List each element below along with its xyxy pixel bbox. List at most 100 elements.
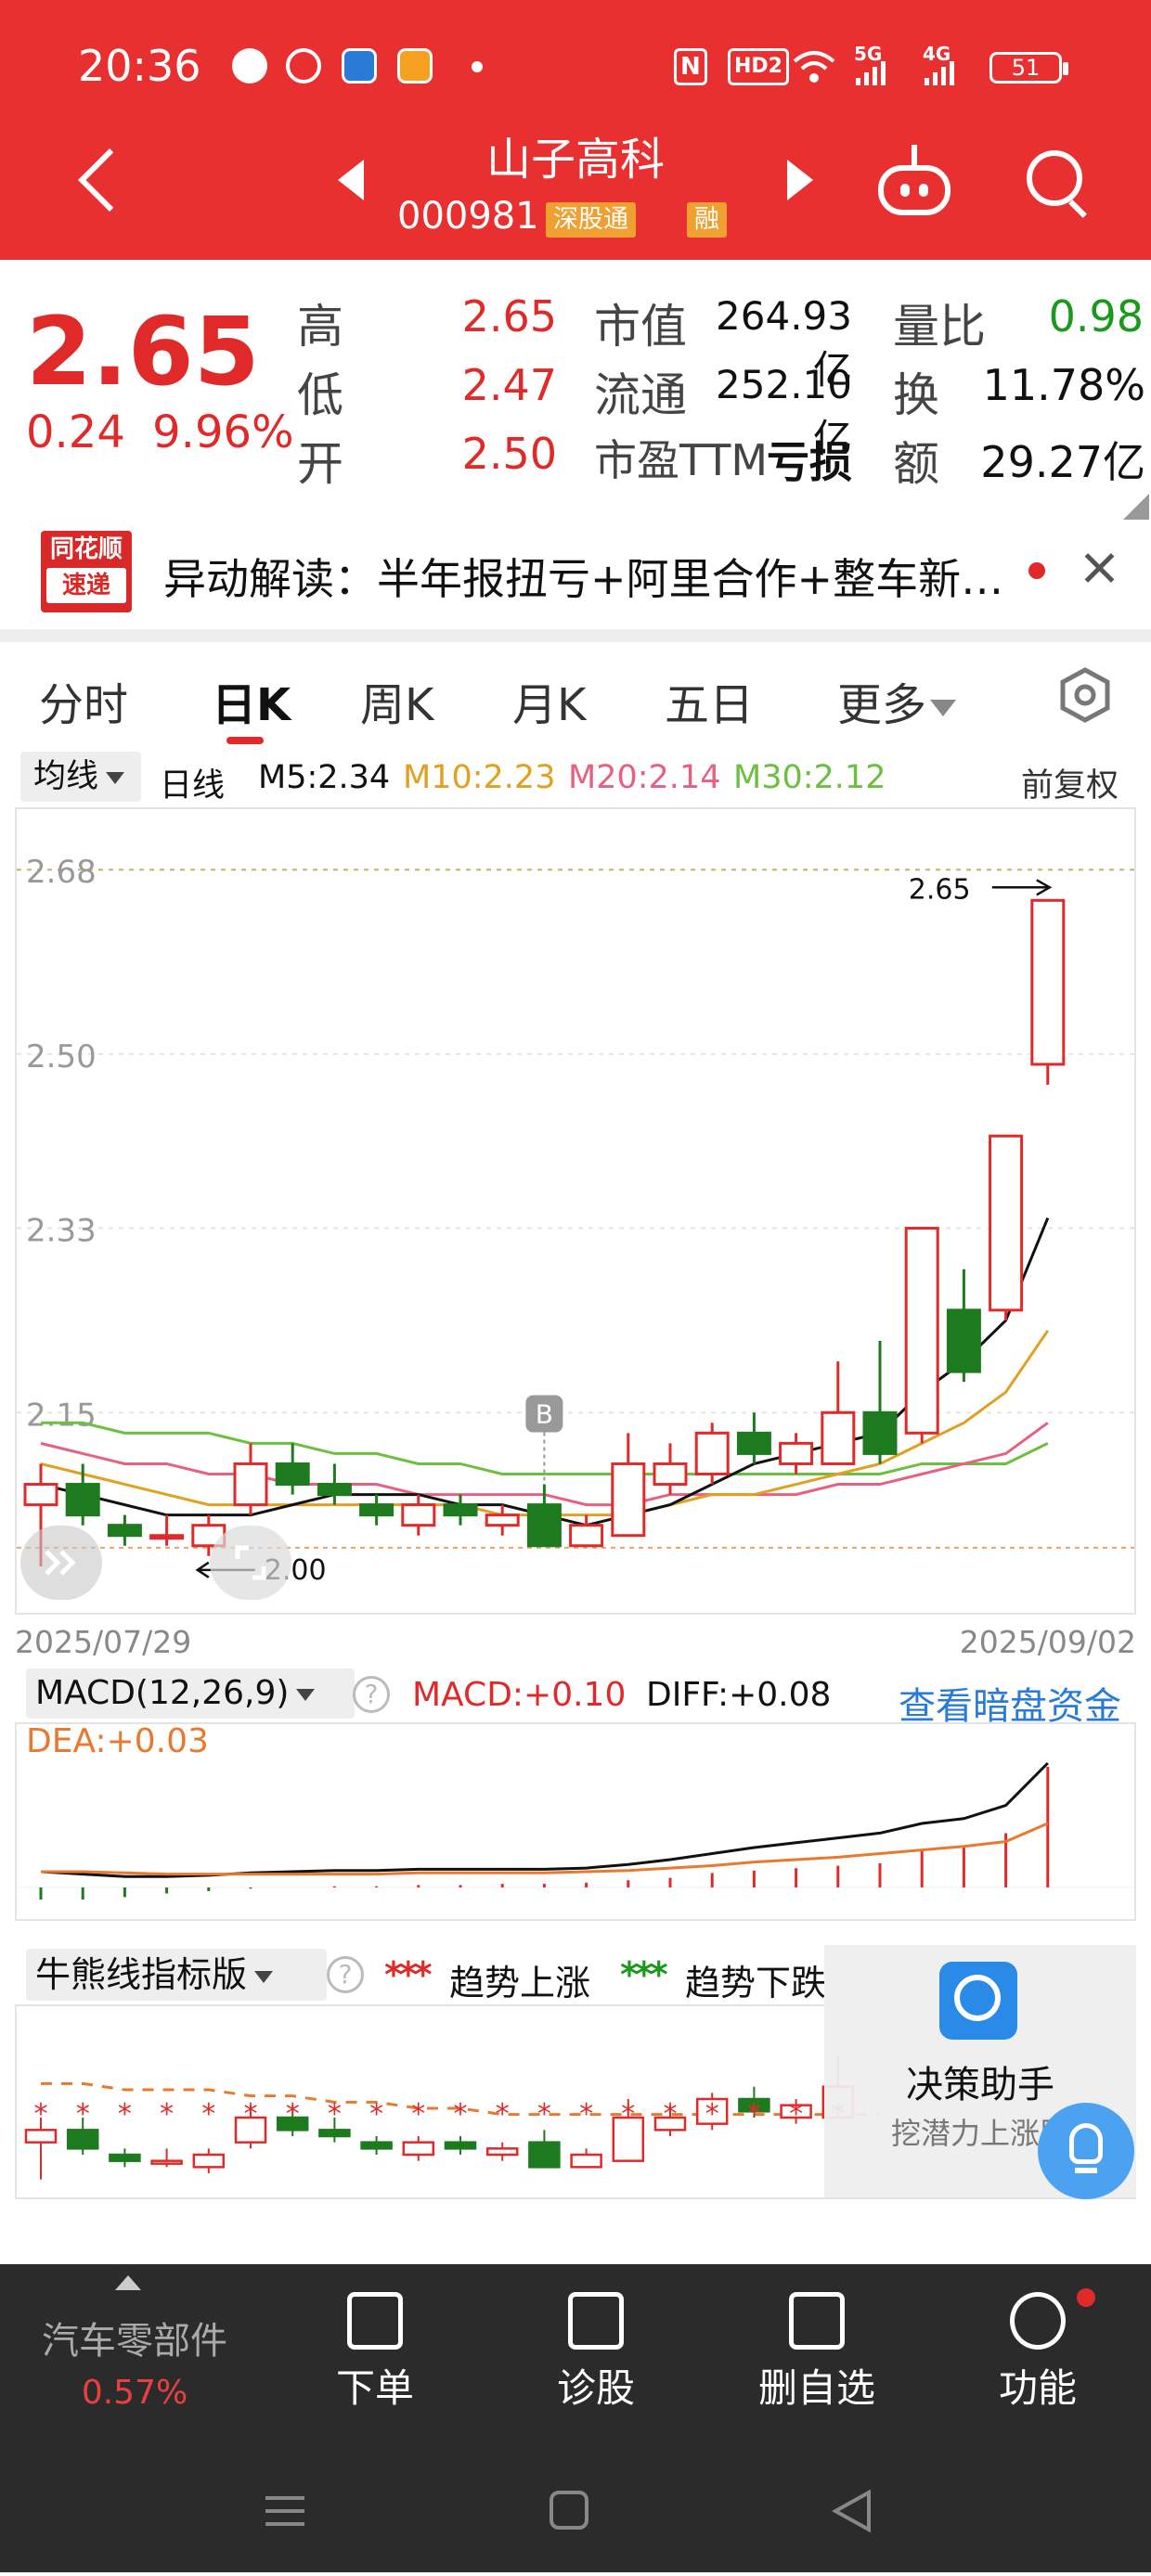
bb-candle-body xyxy=(150,2159,183,2165)
prev-stock-button[interactable] xyxy=(338,160,364,200)
candle-body xyxy=(149,1534,185,1540)
battery-icon: 51 xyxy=(989,52,1068,84)
function-button[interactable]: 功能 xyxy=(945,2264,1131,2450)
tab-five-day[interactable]: 五日 xyxy=(665,679,755,731)
diff-line xyxy=(40,1761,1049,1878)
kline-chart-panel[interactable]: 2.68 2.50 2.33 2.15 2.65 2.00 B xyxy=(15,807,1136,1615)
candle-body xyxy=(611,1462,646,1538)
bull-bear-selector[interactable]: 牛熊线指标版 xyxy=(26,1949,327,2001)
status-time: 20:36 xyxy=(78,41,201,91)
help-icon[interactable]: ? xyxy=(353,1676,390,1713)
candle-body xyxy=(485,1513,520,1527)
news-headline[interactable]: 异动解读：半年报扭亏+阿里合作+整车新… xyxy=(163,554,1004,604)
bb-candle-body xyxy=(192,2153,226,2169)
bull-bear-panel[interactable]: ******************** xyxy=(15,2004,1136,2199)
bull-bear-header: 牛熊线指标版 ? *** 趋势上涨 *** 趋势下跌 xyxy=(15,1945,1136,2004)
quote-panel: 2.65 0.24 9.96% 高 2.65 市值 264.93亿 量比 0.9… xyxy=(0,260,1151,520)
macd-panel[interactable]: DEA:+0.03 xyxy=(15,1722,1136,1921)
signal-4g-icon: 4G xyxy=(923,43,951,65)
remove-watchlist-label: 删自选 xyxy=(757,2365,875,2411)
high-marker-label: 2.65 xyxy=(909,873,971,906)
app-icon xyxy=(342,48,377,84)
period-label: 日线 xyxy=(160,767,226,805)
trend-star: * xyxy=(328,2098,342,2131)
macd-value: MACD:+0.10 xyxy=(412,1676,627,1714)
hd-icon: HD2 xyxy=(728,48,789,85)
trend-star: * xyxy=(76,2098,90,2131)
dea-line xyxy=(41,1822,1049,1876)
tab-daily-k[interactable]: 日K xyxy=(212,679,291,731)
trend-star: * xyxy=(201,2098,215,2131)
high-value: 2.65 xyxy=(461,291,557,341)
search-icon[interactable] xyxy=(1023,147,1093,218)
adjust-mode[interactable]: 前复权 xyxy=(1021,767,1119,805)
bb-candle-body xyxy=(653,2116,687,2132)
news-bar[interactable]: 同花顺 速递 异动解读：半年报扭亏+阿里合作+整车新… xyxy=(0,520,1151,631)
change-amount: 0.24 xyxy=(26,406,125,458)
sector-button[interactable]: 汽车零部件 0.57% xyxy=(0,2264,269,2450)
menu-nav-icon[interactable] xyxy=(265,2496,304,2526)
wifi-icon xyxy=(793,51,835,83)
bb-candle-body xyxy=(109,2153,141,2162)
ma30-line xyxy=(41,1421,1049,1475)
macd-selector[interactable]: MACD(12,26,9) xyxy=(26,1668,355,1719)
kline-chart[interactable]: 2.682.502.332.15 2.652.00B xyxy=(17,809,1134,1613)
remove-watchlist-button[interactable]: 删自选 xyxy=(724,2264,910,2450)
help-icon[interactable]: ? xyxy=(327,1956,364,1993)
close-icon[interactable] xyxy=(1077,546,1123,592)
tab-weekly-k[interactable]: 周K xyxy=(360,679,434,731)
ma10-value: M10:2.23 xyxy=(403,759,556,796)
back-nav-icon[interactable] xyxy=(831,2489,871,2533)
back-button[interactable] xyxy=(69,137,134,221)
order-button[interactable]: 下单 xyxy=(282,2264,468,2450)
trend-star: * xyxy=(664,2098,678,2131)
float-cap-label: 流通 xyxy=(594,368,687,422)
expand-quote-icon[interactable] xyxy=(1123,494,1149,520)
trend-up-label: 趋势上涨 xyxy=(449,1963,591,2003)
change-percent: 9.96% xyxy=(152,406,294,458)
next-stock-button[interactable] xyxy=(787,160,813,200)
y-tick-label: 2.15 xyxy=(26,1397,97,1434)
bb-candle-body xyxy=(66,2129,99,2150)
home-nav-icon[interactable] xyxy=(550,2491,588,2530)
assistant-title: 决策助手 xyxy=(906,2064,1054,2106)
trend-star: * xyxy=(747,2098,761,2131)
order-label: 下单 xyxy=(335,2365,414,2411)
tab-monthly-k[interactable]: 月K xyxy=(512,679,587,731)
system-nav-bar xyxy=(0,2450,1151,2572)
trend-star: * xyxy=(789,2098,803,2131)
settings-hex-icon[interactable] xyxy=(1056,666,1114,724)
y-tick-label: 2.68 xyxy=(26,854,97,891)
diagnose-label: 诊股 xyxy=(556,2365,635,2411)
tab-intraday[interactable]: 分时 xyxy=(39,679,129,731)
notification-dot xyxy=(1077,2288,1095,2307)
sync-icon xyxy=(286,48,321,84)
trend-down-label: 趋势下跌 xyxy=(685,1963,827,2003)
candle-body xyxy=(569,1524,604,1548)
chart-start-date: 2025/07/29 xyxy=(15,1624,192,1660)
trend-star: * xyxy=(244,2098,258,2131)
margin-tag: 融 xyxy=(687,202,727,238)
lightbulb-icon[interactable] xyxy=(1038,2103,1134,2199)
header: 20:36 N HD2 5G 4G 51 山子高科 000981 深股通 融 xyxy=(0,0,1151,260)
robot-assistant-icon[interactable] xyxy=(874,145,954,215)
news-logo-bottom: 速递 xyxy=(46,568,126,603)
buy-marker-label: B xyxy=(536,1399,553,1430)
indicator-selector[interactable]: 均线 xyxy=(20,752,141,802)
candle-body xyxy=(23,1483,58,1507)
collapse-icon[interactable] xyxy=(20,1526,102,1600)
fullscreen-icon[interactable] xyxy=(210,1526,291,1600)
pe-ttm-value: 亏损 xyxy=(767,437,852,487)
macd-header: MACD(12,26,9) ? MACD:+0.10 DIFF:+0.08 查看… xyxy=(15,1667,1136,1728)
chevron-down-icon xyxy=(254,1971,274,1983)
current-price: 2.65 xyxy=(26,297,260,407)
bottom-toolbar: 汽车零部件 0.57% 下单 诊股 删自选 功能 xyxy=(0,2264,1151,2450)
candle-body xyxy=(821,1410,856,1465)
chevron-down-icon xyxy=(106,771,125,784)
diagnose-button[interactable]: 诊股 xyxy=(503,2264,689,2450)
tab-more[interactable]: 更多 xyxy=(837,668,957,733)
macd-chart xyxy=(17,1761,1134,1900)
dark-pool-link[interactable]: 查看暗盘资金 xyxy=(899,1685,1121,1728)
decision-assistant-card[interactable]: 决策助手 挖潜力上涨股 xyxy=(824,1945,1136,2197)
indicator-selector-label: 均线 xyxy=(33,758,99,795)
